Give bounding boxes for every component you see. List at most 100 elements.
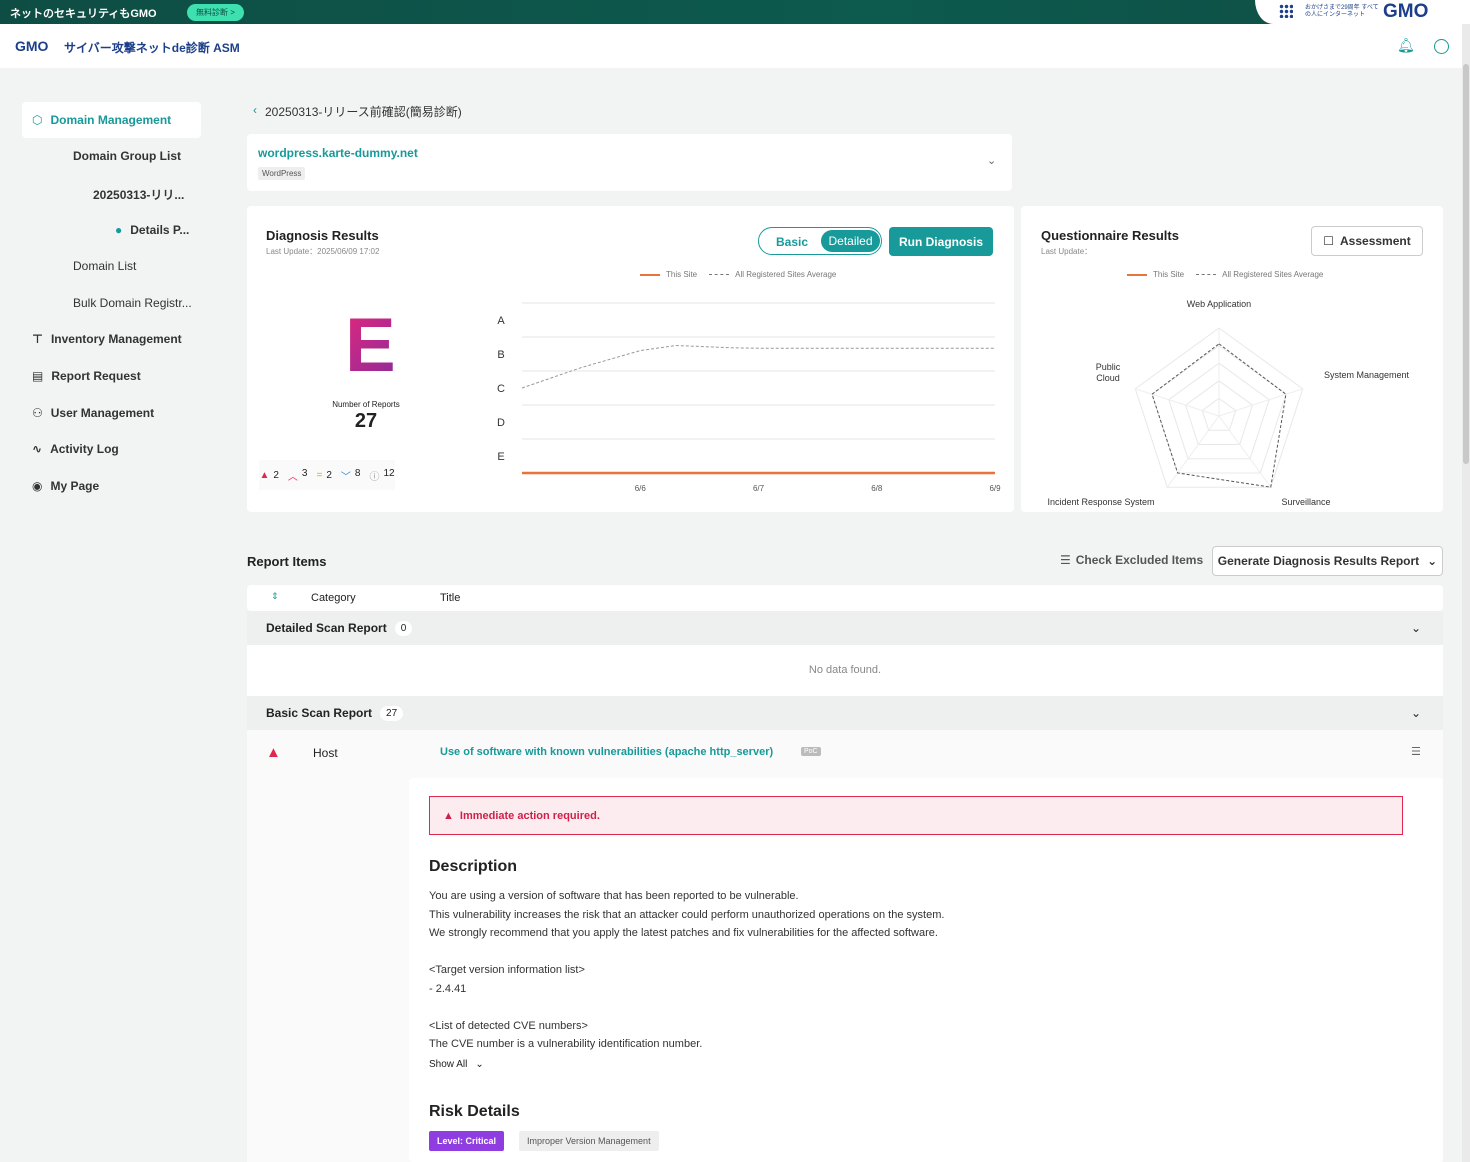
sidebar-item-bulk-domain[interactable]: Bulk Domain Registr... (73, 296, 192, 310)
legend-swatch-this-site (640, 273, 660, 276)
last-update: Last Update：2025/06/09 17:02 (266, 247, 380, 256)
sidebar-item-inventory[interactable]: ⊤ Inventory Management (32, 332, 182, 346)
sidebar-item-user-management[interactable]: ⚇ User Management (32, 406, 154, 420)
medium-icon: = (316, 469, 323, 481)
legend-label: All Registered Sites Average (1222, 270, 1324, 279)
mode-toggle[interactable]: Basic Detailed (758, 227, 882, 255)
description-line: <List of detected CVE numbers> (429, 1019, 588, 1032)
cube-icon: ⬡ (32, 113, 43, 127)
group-detailed-scan[interactable]: Detailed Scan Report 0 ⌄ (247, 611, 1443, 645)
button-label: Assessment (1340, 234, 1411, 248)
severity-item: ︿ 3 (288, 468, 308, 483)
column-category[interactable]: Category (311, 592, 356, 604)
sidebar: ⬡ Domain Management Domain Group List 202… (0, 68, 232, 1162)
description-line (429, 943, 944, 962)
banner-tagline: おかげさまで29周年 すべての人にインターネット (1305, 5, 1379, 18)
product-name: サイバー攻撃ネットde診断 ASM (64, 41, 240, 55)
assessment-button[interactable]: ☐ Assessment (1311, 226, 1423, 256)
toggle-detailed[interactable]: Detailed (821, 230, 880, 252)
domain-selector[interactable]: wordpress.karte-dummy.net WordPress ⌄ (247, 134, 1012, 191)
section-title: Report Items (247, 554, 327, 569)
sidebar-item-label: Activity Log (50, 442, 119, 456)
x-tick-label: 6/8 (871, 484, 883, 493)
info-icon: ⓘ (369, 471, 380, 483)
edit-icon: ☐ (1323, 234, 1335, 248)
sidebar-item-group[interactable]: 20250313-リリ... (93, 186, 184, 203)
warning-icon: ▲ (443, 809, 454, 822)
group-name: Detailed Scan Report (266, 621, 387, 635)
button-label: Generate Diagnosis Results Report (1217, 554, 1420, 568)
high-icon: ︿ (287, 471, 298, 483)
radar-series-0 (1151, 343, 1287, 488)
sidebar-item-label: Bulk Domain Registr... (73, 296, 192, 310)
exclude-icon[interactable]: ☰ (1411, 746, 1421, 758)
radar-chart: Web Application System Management Surveill… (1047, 299, 1409, 507)
header-logo[interactable]: GMO (15, 38, 49, 54)
legend-swatch-average (1196, 274, 1217, 275)
risk-category-tag: Improper Version Management (519, 1131, 659, 1151)
bell-icon[interactable]: 🔔︎ (1397, 37, 1415, 53)
last-update: Last Update： (1041, 247, 1093, 256)
chevron-down-icon[interactable]: ⌄ (987, 155, 997, 167)
reports-count: 27 (354, 410, 378, 432)
severity-item: = 2 (316, 470, 331, 481)
group-count: 0 (394, 620, 413, 636)
scrollbar[interactable] (1462, 24, 1470, 1162)
sidebar-item-report-request[interactable]: ▤ Report Request (32, 369, 141, 383)
severity-count: 2 (326, 469, 332, 481)
user-circle-icon[interactable] (1434, 39, 1449, 54)
x-tick-label: 6/9 (989, 484, 1001, 493)
group-count: 27 (380, 705, 404, 721)
risk-heading: Risk Details (429, 1103, 520, 1120)
sidebar-item-domain-group-list[interactable]: Domain Group List (73, 149, 181, 163)
apps-grid-icon[interactable] (1279, 4, 1293, 18)
activity-icon: ∿ (32, 442, 43, 456)
group-basic-scan[interactable]: Basic Scan Report 27 ⌄ (247, 696, 1443, 730)
list-filter-icon: ☰ (1060, 553, 1071, 567)
chevron-down-icon[interactable]: ⌄ (1410, 706, 1421, 720)
report-row[interactable]: ▲ Host Use of software with known vulner… (247, 730, 1443, 1162)
column-title[interactable]: Title (440, 592, 461, 604)
show-all-button[interactable]: Show All ⌄ (429, 1059, 484, 1070)
severity-item: ﹀ 8 (341, 468, 361, 483)
free-diagnosis-badge[interactable]: 無料診断 > (187, 4, 244, 21)
grade-letter: E (345, 303, 396, 388)
risk-level-tag: Level: Critical (429, 1131, 505, 1151)
radar-ring (1184, 380, 1254, 445)
chevron-left-icon[interactable]: ‹ (253, 103, 257, 117)
severity-item: ▲ 2 (259, 470, 278, 481)
sidebar-item-my-page[interactable]: ◉ My Page (32, 479, 99, 493)
row-title[interactable]: Use of software with known vulnerabiliti… (440, 746, 774, 758)
poc-badge: PoC (801, 747, 821, 756)
description-line (429, 998, 944, 1017)
top-banner: ネットのセキュリティもGMO 無料診断 > おかげさまで29周年 すべての人にイ… (0, 0, 1470, 24)
description-line: We strongly recommend that you apply the… (429, 927, 938, 939)
low-icon: ﹀ (340, 471, 351, 483)
run-diagnosis-button[interactable]: Run Diagnosis (889, 227, 993, 256)
sidebar-item-activity-log[interactable]: ∿ Activity Log (32, 442, 119, 456)
severity-count: 3 (301, 467, 308, 479)
item-detail-panel: ▲ Immediate action required. Description … (409, 778, 1443, 1162)
generate-report-dropdown[interactable]: Generate Diagnosis Results Report ⌄ (1212, 546, 1443, 576)
sidebar-item-details[interactable]: ● Details P... (115, 223, 189, 237)
y-tick-label: A (497, 315, 505, 327)
radar-axis-label: Cloud (1096, 373, 1120, 383)
sidebar-item-domain-management[interactable]: ⬡ Domain Management (22, 102, 201, 138)
description-line: - 2.4.41 (429, 982, 467, 995)
reports-label: Number of Reports (332, 400, 400, 409)
chevron-down-icon: ⌄ (1427, 554, 1438, 568)
check-excluded-button[interactable]: ☰ Check Excluded Items (1060, 553, 1203, 567)
button-label: Show All (429, 1059, 468, 1070)
group-name: Basic Scan Report (266, 706, 373, 720)
toggle-basic[interactable]: Basic (776, 235, 809, 249)
sidebar-item-label: User Management (50, 406, 155, 420)
radar-axis-label: Incident Response System (1047, 497, 1154, 507)
radar-spoke (1166, 415, 1220, 488)
sidebar-item-domain-list[interactable]: Domain List (73, 259, 136, 273)
radar-spoke (1218, 415, 1272, 488)
card-title: Questionnaire Results (1041, 228, 1179, 243)
breadcrumb[interactable]: ‹ 20250313-リリース前確認(簡易診断) (253, 103, 462, 120)
chevron-down-icon[interactable]: ⌄ (1410, 621, 1421, 635)
sort-icon[interactable]: ⇕ (271, 591, 279, 601)
sidebar-item-label: Details P... (130, 223, 190, 237)
